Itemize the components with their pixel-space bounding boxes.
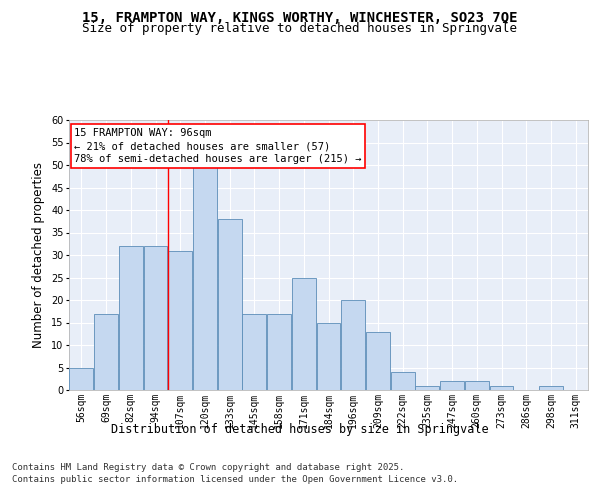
Text: Distribution of detached houses by size in Springvale: Distribution of detached houses by size … (111, 422, 489, 436)
Bar (440, 381, 464, 390)
Text: Contains public sector information licensed under the Open Government Licence v3: Contains public sector information licen… (12, 475, 458, 484)
Bar (242, 314, 266, 390)
Bar (317, 322, 340, 390)
Bar (168, 250, 192, 390)
Bar (193, 165, 217, 390)
Bar (119, 246, 143, 390)
Bar (143, 246, 167, 390)
Bar (539, 386, 563, 390)
Bar (415, 386, 439, 390)
Bar (465, 381, 489, 390)
Bar (70, 368, 94, 390)
Bar (490, 386, 514, 390)
Bar (218, 219, 242, 390)
Bar (391, 372, 415, 390)
Bar (341, 300, 365, 390)
Text: Size of property relative to detached houses in Springvale: Size of property relative to detached ho… (83, 22, 517, 35)
Y-axis label: Number of detached properties: Number of detached properties (32, 162, 46, 348)
Bar (292, 278, 316, 390)
Bar (94, 314, 118, 390)
Bar (267, 314, 291, 390)
Text: 15 FRAMPTON WAY: 96sqm
← 21% of detached houses are smaller (57)
78% of semi-det: 15 FRAMPTON WAY: 96sqm ← 21% of detached… (74, 128, 362, 164)
Text: 15, FRAMPTON WAY, KINGS WORTHY, WINCHESTER, SO23 7QE: 15, FRAMPTON WAY, KINGS WORTHY, WINCHEST… (82, 11, 518, 25)
Bar (366, 332, 390, 390)
Text: Contains HM Land Registry data © Crown copyright and database right 2025.: Contains HM Land Registry data © Crown c… (12, 462, 404, 471)
